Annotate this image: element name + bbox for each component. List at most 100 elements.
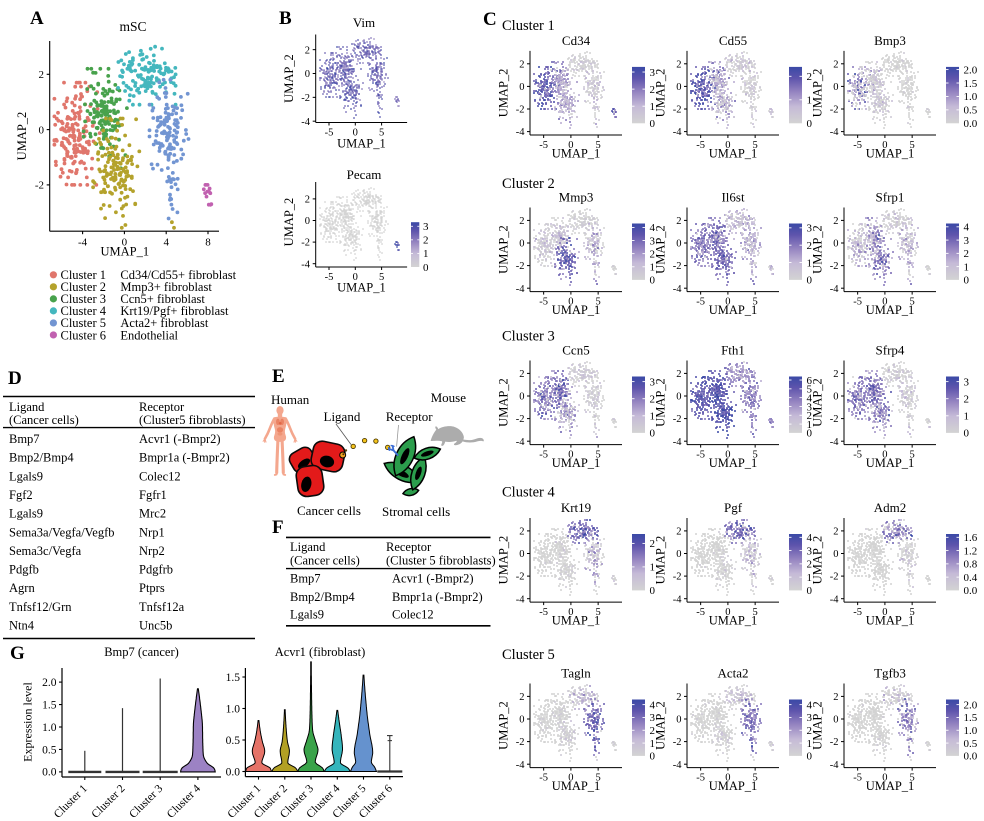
svg-text:Sema3a/Vegfa/Vegfb: Sema3a/Vegfa/Vegfb bbox=[9, 525, 115, 539]
svg-text:2: 2 bbox=[833, 527, 838, 538]
svg-text:4: 4 bbox=[650, 222, 656, 234]
svg-text:Lgals9: Lgals9 bbox=[9, 469, 43, 483]
svg-text:Ccn5: Ccn5 bbox=[562, 343, 589, 358]
svg-text:1: 1 bbox=[964, 261, 970, 273]
svg-text:0: 0 bbox=[725, 773, 730, 784]
svg-text:0: 0 bbox=[519, 715, 524, 726]
svg-text:UMAP_2: UMAP_2 bbox=[497, 69, 511, 118]
svg-text:-5: -5 bbox=[853, 140, 862, 151]
svg-text:3: 3 bbox=[650, 712, 656, 724]
svg-text:0: 0 bbox=[807, 428, 813, 440]
svg-text:0: 0 bbox=[725, 607, 730, 618]
svg-text:UMAP_1: UMAP_1 bbox=[552, 779, 601, 793]
svg-text:0: 0 bbox=[725, 140, 730, 151]
svg-text:Tnfsf12/Grn: Tnfsf12/Grn bbox=[9, 600, 72, 614]
svg-text:4: 4 bbox=[650, 699, 656, 711]
svg-text:3: 3 bbox=[650, 67, 656, 79]
svg-text:0: 0 bbox=[964, 275, 970, 287]
svg-text:1: 1 bbox=[423, 248, 429, 260]
svg-text:Ligand: Ligand bbox=[290, 540, 326, 554]
svg-text:5: 5 bbox=[753, 607, 758, 618]
svg-text:-4: -4 bbox=[673, 437, 682, 448]
svg-text:2: 2 bbox=[423, 235, 429, 247]
svg-text:4: 4 bbox=[163, 237, 169, 249]
svg-text:0.5: 0.5 bbox=[964, 738, 978, 750]
svg-text:1: 1 bbox=[807, 95, 813, 107]
svg-text:5: 5 bbox=[910, 140, 915, 151]
svg-text:Bmp7: Bmp7 bbox=[290, 572, 321, 586]
svg-text:3: 3 bbox=[650, 376, 656, 388]
svg-text:Acvr1 (-Bmpr2): Acvr1 (-Bmpr2) bbox=[139, 432, 221, 446]
svg-text:0.0: 0.0 bbox=[964, 751, 978, 763]
svg-text:0: 0 bbox=[833, 715, 838, 726]
svg-text:4: 4 bbox=[964, 222, 970, 234]
svg-text:3: 3 bbox=[807, 401, 813, 413]
svg-text:Adm2: Adm2 bbox=[874, 500, 907, 515]
svg-text:2: 2 bbox=[676, 59, 681, 70]
svg-text:-2: -2 bbox=[516, 737, 525, 748]
svg-text:0: 0 bbox=[833, 239, 838, 250]
svg-text:0: 0 bbox=[882, 297, 887, 308]
svg-text:-4: -4 bbox=[830, 760, 839, 771]
svg-text:Cluster 4: Cluster 4 bbox=[61, 304, 107, 318]
svg-text:Stromal cells: Stromal cells bbox=[382, 504, 450, 519]
svg-text:(Cluster 5 fibroblasts): (Cluster 5 fibroblasts) bbox=[386, 554, 496, 568]
svg-text:Bmp3: Bmp3 bbox=[874, 33, 906, 48]
svg-text:2: 2 bbox=[676, 692, 681, 703]
svg-text:Cluster 2: Cluster 2 bbox=[502, 176, 555, 192]
svg-text:2: 2 bbox=[807, 725, 813, 737]
svg-text:1.0: 1.0 bbox=[226, 703, 241, 715]
svg-text:Cluster 5: Cluster 5 bbox=[502, 647, 555, 663]
svg-text:-4: -4 bbox=[673, 760, 682, 771]
svg-text:-4: -4 bbox=[673, 594, 682, 605]
svg-text:-4: -4 bbox=[516, 760, 525, 771]
svg-text:0: 0 bbox=[305, 216, 310, 227]
svg-text:Mrc2: Mrc2 bbox=[139, 507, 166, 521]
svg-text:Receptor: Receptor bbox=[386, 540, 432, 554]
svg-text:Sfrp1: Sfrp1 bbox=[876, 190, 905, 205]
svg-text:1: 1 bbox=[807, 738, 813, 750]
svg-text:-2: -2 bbox=[516, 572, 525, 583]
svg-text:1: 1 bbox=[650, 101, 656, 113]
svg-text:4: 4 bbox=[807, 532, 813, 544]
svg-text:Vim: Vim bbox=[353, 15, 375, 30]
svg-text:UMAP_2: UMAP_2 bbox=[15, 112, 29, 161]
svg-text:Tnfsf12a: Tnfsf12a bbox=[139, 600, 185, 614]
svg-text:2: 2 bbox=[676, 216, 681, 227]
svg-text:2: 2 bbox=[807, 240, 813, 252]
svg-text:Fth1: Fth1 bbox=[721, 343, 745, 358]
svg-text:Mmp3: Mmp3 bbox=[559, 190, 594, 205]
svg-text:0.4: 0.4 bbox=[964, 572, 978, 584]
svg-text:UMAP_1: UMAP_1 bbox=[100, 245, 149, 259]
svg-text:Cluster 4: Cluster 4 bbox=[502, 485, 556, 501]
svg-text:UMAP_2: UMAP_2 bbox=[811, 225, 825, 274]
svg-text:F: F bbox=[272, 517, 284, 538]
svg-text:-2: -2 bbox=[301, 93, 310, 104]
svg-text:Agrn: Agrn bbox=[9, 581, 35, 595]
svg-text:-2: -2 bbox=[673, 261, 682, 272]
svg-text:UMAP_1: UMAP_1 bbox=[866, 614, 915, 628]
svg-text:-5: -5 bbox=[539, 140, 548, 151]
svg-text:0.0: 0.0 bbox=[42, 767, 57, 779]
svg-text:(Cancer cells): (Cancer cells) bbox=[9, 413, 79, 427]
svg-text:-5: -5 bbox=[539, 773, 548, 784]
svg-text:1.2: 1.2 bbox=[964, 545, 978, 557]
svg-text:Pdgfb: Pdgfb bbox=[9, 563, 39, 577]
svg-text:Cluster 5: Cluster 5 bbox=[61, 316, 106, 330]
svg-text:Human: Human bbox=[271, 392, 310, 407]
svg-text:0: 0 bbox=[650, 585, 656, 597]
svg-text:1: 1 bbox=[807, 419, 813, 431]
svg-text:2: 2 bbox=[964, 248, 970, 260]
svg-text:2: 2 bbox=[964, 394, 970, 406]
svg-text:UMAP_2: UMAP_2 bbox=[282, 54, 296, 103]
svg-text:Acta2+ fibroblast: Acta2+ fibroblast bbox=[120, 316, 208, 330]
svg-text:3: 3 bbox=[964, 376, 970, 388]
svg-text:0: 0 bbox=[568, 450, 573, 461]
svg-text:Sema3c/Vegfa: Sema3c/Vegfa bbox=[9, 544, 82, 558]
svg-text:UMAP_1: UMAP_1 bbox=[552, 456, 601, 470]
svg-text:UMAP_1: UMAP_1 bbox=[709, 614, 758, 628]
svg-text:2: 2 bbox=[676, 527, 681, 538]
svg-text:1.0: 1.0 bbox=[42, 722, 57, 734]
svg-text:1.6: 1.6 bbox=[964, 532, 978, 544]
svg-text:mSC: mSC bbox=[119, 19, 146, 34]
